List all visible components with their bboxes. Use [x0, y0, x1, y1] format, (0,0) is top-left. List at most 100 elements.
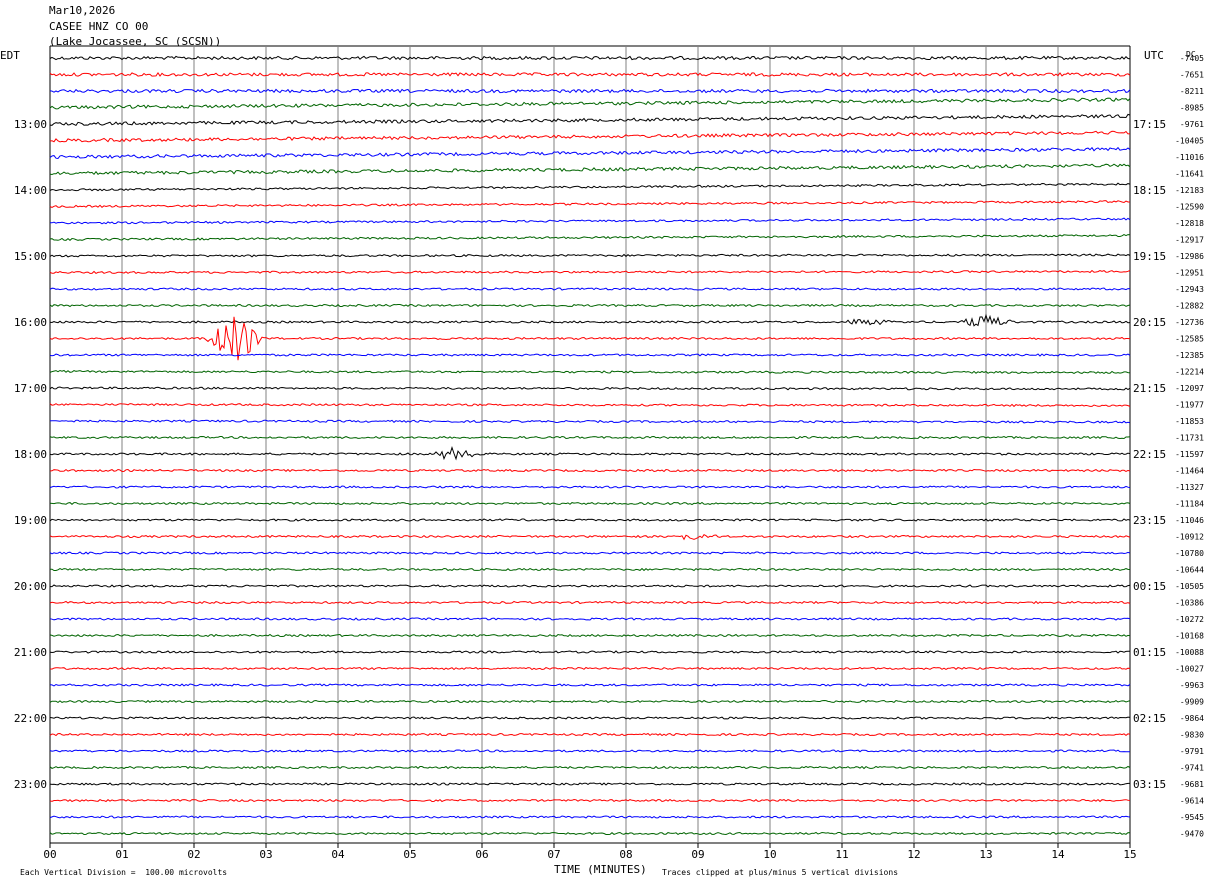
seismic-trace	[49, 445, 1131, 461]
left-hour-label: 17:00	[14, 382, 47, 395]
x-tick-label: 13	[979, 848, 992, 861]
seismic-trace	[50, 584, 1131, 588]
x-tick-label: 12	[907, 848, 920, 861]
dc-offset-label: -9741	[1180, 764, 1204, 773]
dc-label: DC	[1186, 50, 1196, 59]
seismic-trace	[49, 200, 1130, 208]
dc-offset-label: -10027	[1175, 665, 1204, 674]
left-hour-label: 21:00	[14, 646, 47, 659]
x-tick-label: 03	[259, 848, 272, 861]
dc-offset-label: -9761	[1180, 120, 1204, 129]
station-location: (Lake Jocassee, SC (SCSN))	[49, 35, 222, 48]
seismic-trace	[49, 55, 1131, 61]
dc-offset-label: -11853	[1175, 417, 1204, 426]
dc-offset-label: -10386	[1175, 599, 1204, 608]
right-hour-label: 02:15	[1133, 712, 1166, 725]
dc-offset-label: -12882	[1175, 302, 1204, 311]
dc-offset-label: -9614	[1180, 797, 1204, 806]
seismic-trace	[49, 666, 1131, 671]
right-hour-label: 20:15	[1133, 316, 1166, 329]
dc-offset-label: -11184	[1175, 500, 1204, 509]
seismic-trace	[49, 716, 1131, 720]
seismic-trace	[49, 353, 1131, 357]
seismic-trace	[49, 71, 1131, 77]
dc-offset-label: -9791	[1180, 747, 1204, 756]
left-hour-label: 13:00	[14, 118, 47, 131]
seismic-trace	[49, 303, 1131, 308]
dc-offset-label: -9545	[1180, 813, 1204, 822]
plot-date: Mar10,2026	[49, 4, 116, 17]
seismic-trace	[49, 633, 1131, 638]
right-hour-label: 19:15	[1133, 250, 1166, 263]
seismic-trace	[49, 386, 1131, 391]
x-tick-label: 00	[43, 848, 56, 861]
x-tick-label: 04	[331, 848, 345, 861]
right-hour-label: 21:15	[1133, 382, 1166, 395]
left-hour-label: 22:00	[14, 712, 47, 725]
station-name: CASEE HNZ CO 00	[49, 20, 149, 33]
seismic-trace	[49, 182, 1131, 192]
x-tick-label: 14	[1051, 848, 1065, 861]
seismic-trace	[49, 518, 1131, 522]
seismic-trace	[49, 485, 1131, 489]
seismic-trace	[49, 501, 1131, 506]
dc-offset-label: -7651	[1180, 71, 1204, 80]
seismic-trace	[49, 435, 1131, 440]
dc-offset-label: -12183	[1175, 186, 1204, 195]
right-hour-label: 22:15	[1133, 448, 1166, 461]
seismic-trace	[49, 782, 1130, 786]
dc-offset-label: -12951	[1175, 269, 1204, 278]
dc-offset-label: -9909	[1180, 698, 1204, 707]
right-hour-label: 01:15	[1133, 646, 1166, 659]
seismic-trace	[49, 732, 1131, 737]
x-tick-label: 05	[403, 848, 416, 861]
x-tick-label: 10	[763, 848, 776, 861]
dc-offset-label: -11731	[1175, 434, 1204, 443]
seismic-trace	[49, 97, 1131, 110]
seismic-trace	[49, 253, 1131, 258]
seismic-trace	[49, 765, 1131, 770]
seismic-trace	[49, 146, 1131, 160]
seismic-trace	[49, 269, 1131, 275]
dc-offset-label: -10644	[1175, 566, 1204, 575]
dc-offset-label: -10912	[1175, 533, 1204, 542]
left-hour-label: 23:00	[14, 778, 47, 791]
seismic-trace	[49, 234, 1131, 241]
dc-offset-label: -12736	[1175, 318, 1204, 327]
dc-offset-label: -12986	[1175, 252, 1204, 261]
seismic-trace	[49, 798, 1131, 803]
left-hour-label: 16:00	[14, 316, 47, 329]
seismic-trace	[49, 130, 1131, 143]
dc-offset-label: -12943	[1175, 285, 1204, 294]
dc-offset-label: -9681	[1180, 780, 1204, 789]
seismic-trace	[49, 88, 1131, 94]
seismic-trace	[49, 749, 1130, 753]
dc-offset-label: -10088	[1175, 648, 1204, 657]
dc-offset-label: -9864	[1180, 714, 1204, 723]
dc-offset-label: -11327	[1175, 483, 1204, 492]
x-tick-label: 01	[115, 848, 128, 861]
seismic-trace	[49, 468, 1131, 473]
dc-offset-label: -11464	[1175, 467, 1204, 476]
x-tick-label: 08	[619, 848, 632, 861]
seismic-trace	[49, 313, 1131, 327]
seismic-trace	[49, 683, 1131, 687]
seismic-trace	[49, 287, 1131, 291]
seismic-trace	[49, 403, 1131, 408]
x-tick-label: 07	[547, 848, 560, 861]
left-hour-label: 14:00	[14, 184, 47, 197]
left-hour-label: 15:00	[14, 250, 47, 263]
dc-offset-label: -11641	[1175, 170, 1204, 179]
dc-offset-label: -10405	[1175, 137, 1204, 146]
seismic-trace	[49, 617, 1131, 621]
dc-offset-label: -10505	[1175, 582, 1204, 591]
seismic-trace	[49, 369, 1131, 374]
right-hour-label: 23:15	[1133, 514, 1166, 527]
dc-offset-label: -11016	[1175, 153, 1204, 162]
dc-offset-label: -12214	[1175, 368, 1204, 377]
dc-offset-label: -8211	[1180, 87, 1204, 96]
seismic-trace	[49, 831, 1131, 836]
x-axis-title: TIME (MINUTES)	[554, 863, 647, 876]
dc-offset-label: -11597	[1175, 450, 1204, 459]
left-hour-label: 20:00	[14, 580, 47, 593]
